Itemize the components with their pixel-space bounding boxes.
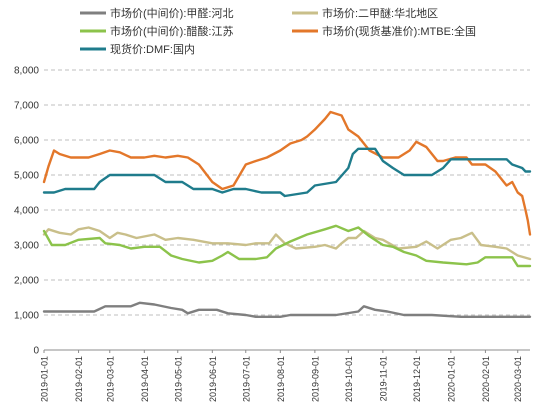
series-line-4 <box>42 110 532 236</box>
x-tick-label: 2019-01-01 <box>40 356 50 402</box>
series-line-1 <box>42 301 532 318</box>
series-layer <box>42 110 532 318</box>
legend-label: 市场价(现货基准价):MTBE:全国 <box>322 24 476 38</box>
y-tick-label: 7,000 <box>14 101 39 112</box>
legend: 市场价(中间价):甲醛:河北 市场价:二甲醚:华北地区市场价(中间价):醋酸:江苏… <box>80 6 476 56</box>
y-tick-label: 6,000 <box>14 136 39 147</box>
y-tick-label: 0 <box>33 346 39 357</box>
y-tick-label: 3,000 <box>14 241 39 252</box>
legend-label: 市场价(中间价):甲醛:河北 <box>110 6 233 20</box>
x-tick-label: 2019-09-01 <box>310 356 320 402</box>
x-tick-label: 2019-04-01 <box>140 356 150 402</box>
x-tick-label: 2019-11-01 <box>378 356 388 401</box>
x-tick-label: 2019-07-01 <box>241 356 251 402</box>
x-tick-label: 2020-02-01 <box>481 356 491 402</box>
x-tick-label: 2019-12-01 <box>412 356 422 402</box>
legend-label: 市场价:二甲醚:华北地区 <box>322 6 438 20</box>
legend-label: 市场价(中间价):醋酸:江苏 <box>110 24 233 38</box>
y-tick-label: 1,000 <box>14 311 39 322</box>
series-line-5 <box>42 147 532 198</box>
x-tick-label: 2020-01-01 <box>446 356 456 402</box>
x-tick-label: 2019-05-01 <box>173 356 183 402</box>
y-tick-label: 8,000 <box>14 66 39 77</box>
y-tick-label: 5,000 <box>14 171 39 182</box>
y-tick-label: 2,000 <box>14 276 39 287</box>
series-line-3 <box>42 224 532 268</box>
grid-lines <box>44 69 530 316</box>
x-tick-label: 2019-08-01 <box>276 356 286 402</box>
x-tick-label: 2019-03-01 <box>105 356 115 402</box>
y-tick-label: 4,000 <box>14 206 39 217</box>
y-axis: 0 1,000 2,000 3,000 4,000 5,000 6,000 7,000 8,00… <box>14 66 39 357</box>
x-tick-label: 2020-03-01 <box>513 356 523 402</box>
legend-label: 现货价:DMF:国内 <box>110 42 195 56</box>
x-tick-label: 2019-10-01 <box>344 356 354 402</box>
x-tick-label: 2019-06-01 <box>208 356 218 402</box>
x-tick-label: 2019-02-01 <box>74 356 84 402</box>
series-line-2 <box>42 226 532 261</box>
x-axis: 2019-01-01 2019-02-01 2019-03-01 2019-04-01… <box>40 349 530 402</box>
